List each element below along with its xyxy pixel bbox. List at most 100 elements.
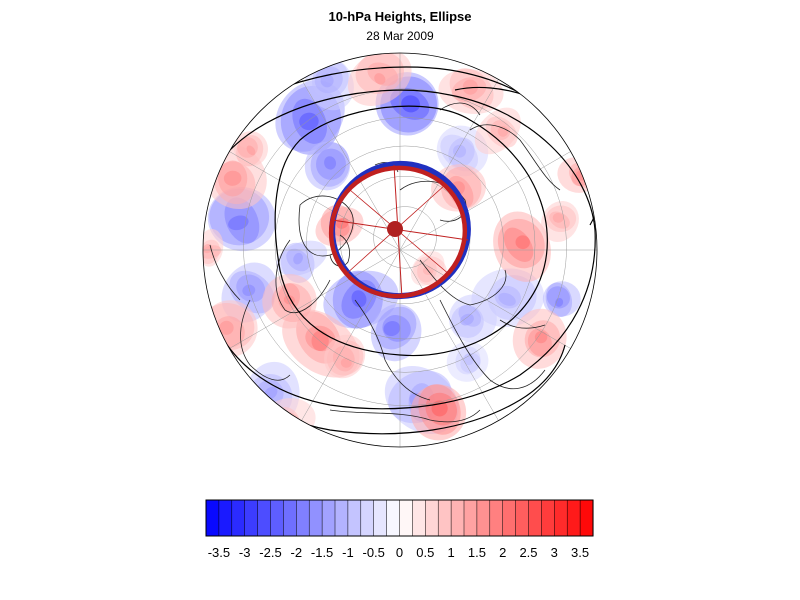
colorbar-tick-label: 3 (551, 545, 558, 560)
colorbar-swatch (347, 499, 362, 537)
colorbar-labels: -3.5 -3 -2.5 -2 -1.5 -1 -0.5 0 0.5 1 1.5 2 2.5 3 3.5 (208, 545, 589, 560)
anomaly-patch (228, 215, 249, 231)
coastlines (209, 102, 561, 423)
coastline (439, 102, 481, 116)
coastline (209, 244, 241, 301)
anomaly-patch (223, 170, 242, 186)
colorbar-swatch (437, 499, 452, 537)
colorbar-swatch (270, 499, 284, 537)
anomaly-patch (293, 252, 303, 265)
colorbar-tick-label: 0 (396, 545, 403, 560)
colorbar-tick-label: 1.5 (468, 545, 486, 560)
colorbar-swatch (476, 499, 491, 537)
colorbar-swatch (412, 499, 426, 537)
anomaly-patch (552, 212, 564, 223)
colorbar-tick-label: 2.5 (519, 545, 537, 560)
coastline (419, 259, 507, 306)
colorbar-tick-label: -3.5 (208, 545, 230, 560)
colorbar-swatch (450, 499, 465, 537)
coastline (499, 319, 546, 329)
colorbar-tick-label: 0.5 (416, 545, 434, 560)
colorbar-swatch (489, 499, 504, 537)
vortex-ellipse (328, 160, 471, 300)
figure-title: 10-hPa Heights, Ellipse (328, 9, 472, 24)
colorbar-swatch (205, 499, 220, 537)
colorbar-swatch (360, 499, 375, 537)
colorbar-swatch (244, 499, 259, 537)
colorbar-tick-label: -2 (291, 545, 303, 560)
coastline (298, 195, 354, 257)
colorbar-swatch (528, 499, 542, 537)
anomaly-patch (311, 330, 329, 352)
colorbar-swatch (579, 499, 594, 537)
colorbar-swatch (218, 499, 233, 537)
colorbar-swatch (373, 499, 388, 537)
longitude-line (229, 151, 571, 349)
coastline (439, 299, 546, 389)
coastline (354, 299, 431, 401)
vortex-center-marker (387, 221, 403, 237)
colorbar-swatch (425, 499, 439, 537)
anomaly-patch (515, 235, 530, 250)
anomaly-patch (452, 144, 467, 158)
polar-map (202, 52, 598, 448)
colorbar-swatch (463, 499, 478, 537)
colorbar-swatch (566, 499, 581, 537)
latitude-circle (373, 206, 437, 269)
colorbar-swatch (334, 499, 349, 537)
colorbar-swatch (515, 499, 530, 537)
coastline (399, 181, 467, 222)
anomaly-patch (460, 313, 474, 326)
colorbar-tick-label: 3.5 (571, 545, 589, 560)
anomaly-patch (351, 290, 367, 308)
anomaly-patch (242, 284, 256, 296)
anomaly-patch (299, 112, 319, 131)
colorbar-swatch (386, 499, 401, 537)
anomaly-patch (219, 320, 234, 335)
colorbar-swatch (283, 499, 297, 537)
anomaly-patch (498, 292, 516, 306)
colorbar-tick-label: -2.5 (259, 545, 281, 560)
coastline (329, 409, 481, 423)
coastline (329, 234, 350, 267)
colorbar-swatches (205, 499, 594, 537)
anomaly-patch (324, 156, 337, 170)
colorbar-swatch (231, 499, 246, 537)
colorbar-swatch (257, 499, 272, 537)
anomaly-patch (340, 358, 352, 368)
colorbar-swatch (308, 499, 323, 537)
colorbar-swatch (321, 499, 336, 537)
anomaly-patch (246, 145, 256, 156)
latitude-circle (274, 117, 536, 373)
colorbar-tick-label: -1.5 (311, 545, 333, 560)
colorbar-swatch (541, 499, 555, 537)
ellipse-red (328, 165, 468, 299)
colorbar-tick-label: 1 (447, 545, 454, 560)
latitude-circle (243, 88, 567, 406)
colorbar-tick-label: -1 (342, 545, 354, 560)
anomaly-patch (320, 73, 334, 88)
colorbar-tick-label: -3 (239, 545, 251, 560)
colorbar-swatch (502, 499, 517, 537)
colorbar-swatch (399, 499, 413, 537)
lat-lon-grid (203, 53, 597, 447)
anomaly-patch (497, 126, 509, 137)
anomaly-patch (374, 73, 386, 85)
coastline (275, 239, 331, 313)
colorbar-tick-label: 2 (499, 545, 506, 560)
colorbar-frame (205, 499, 594, 537)
colorbar-swatch (554, 499, 568, 537)
colorbar-tick-label: -0.5 (362, 545, 384, 560)
latitude-circle (306, 145, 504, 340)
coastline (469, 124, 561, 191)
anomaly-field (203, 53, 597, 441)
globe-outline (202, 52, 598, 448)
colorbar-swatch (296, 499, 310, 537)
anomaly-patch (401, 95, 421, 113)
figure-subtitle: 28 Mar 2009 (366, 29, 434, 43)
coastline (240, 299, 291, 381)
anomaly-patch (534, 331, 548, 344)
anomaly-patch (383, 321, 401, 337)
height-contour (274, 105, 548, 357)
